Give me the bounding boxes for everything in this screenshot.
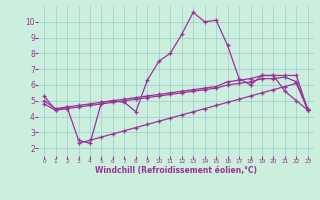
X-axis label: Windchill (Refroidissement éolien,°C): Windchill (Refroidissement éolien,°C) bbox=[95, 166, 257, 175]
